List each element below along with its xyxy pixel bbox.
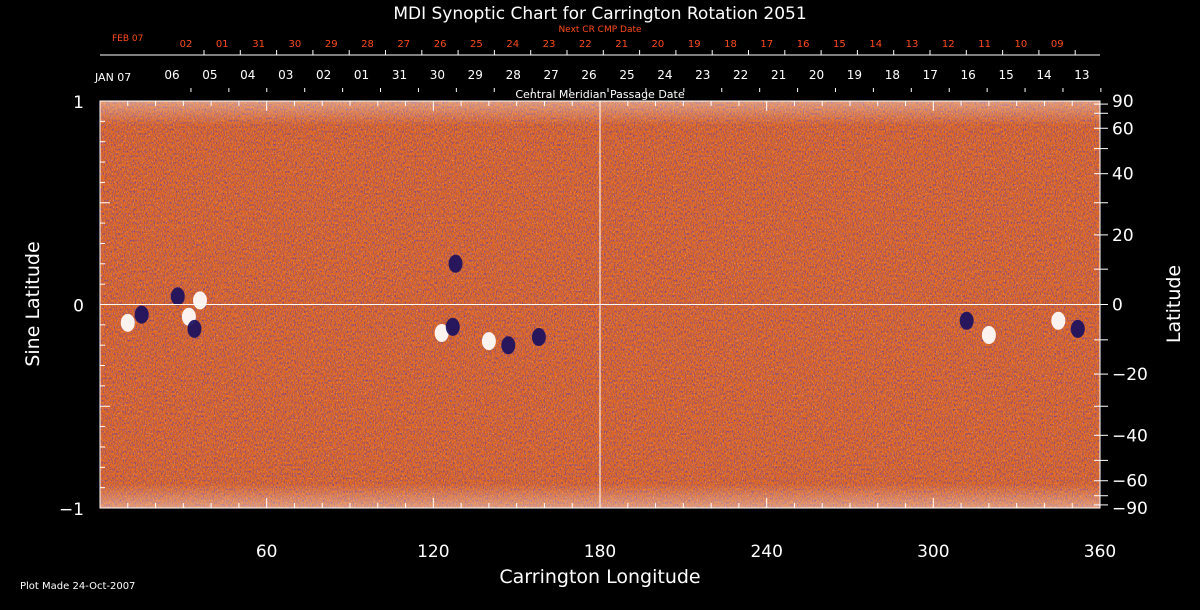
active-regions (120, 254, 1085, 355)
y-tick-label-right: −90 (1112, 499, 1148, 519)
cmp-date-label: 21 (771, 68, 786, 82)
next-cr-date-label: 14 (869, 39, 882, 50)
active-region-positive (981, 326, 996, 345)
active-region-negative (170, 287, 185, 306)
y-tick-label-right: −40 (1112, 426, 1148, 446)
cmp-date-label: 19 (847, 68, 862, 82)
y-axis-left-label: Sine Latitude (22, 241, 44, 366)
next-cr-date-label: 12 (942, 39, 955, 50)
next-cr-date-label: 13 (906, 39, 919, 50)
cmp-date-label: 15 (998, 68, 1013, 82)
next-cr-date-label: 29 (325, 39, 338, 50)
cmp-date-label: 24 (657, 68, 672, 82)
next-cr-date-label: 17 (760, 39, 773, 50)
next-cr-date-label: 02 (180, 39, 193, 50)
next-cr-date-label: 21 (615, 39, 628, 50)
plot-made-label: Plot Made 24-Oct-2007 (20, 581, 135, 592)
active-region-negative (187, 319, 202, 338)
cmp-date-label: 16 (961, 68, 976, 82)
cmp-date-label: 31 (392, 68, 407, 82)
next-cr-date-label: 28 (361, 39, 374, 50)
active-region-negative (1070, 319, 1085, 338)
cmp-date-label: 30 (430, 68, 445, 82)
active-region-positive (193, 291, 207, 310)
next-cr-date-label: 25 (470, 39, 483, 50)
next-cr-date-axis: 02 01 31 30 29 28 27 26 25 24 23 22 21 20 19 18 17 16 15 14… (180, 39, 1076, 55)
y-tick-label-left: 0 (73, 297, 84, 317)
next-cr-date-label: 22 (579, 39, 592, 50)
next-cr-date-label: 20 (652, 39, 665, 50)
x-tick-label: 360 (1084, 542, 1116, 562)
next-cr-date-label: 19 (688, 39, 701, 50)
active-region-positive (120, 313, 135, 332)
y-tick-label-right: 0 (1112, 296, 1123, 316)
cmp-date-label: 02 (316, 68, 331, 82)
next-cr-date-label: 18 (724, 39, 737, 50)
y-axis-right: 90 60 40 20 0 −20 −40 −60 −90 (1094, 92, 1148, 519)
cmp-date-label: 28 (506, 68, 521, 82)
cmp-date-label: 17 (923, 68, 938, 82)
y-tick-label-right: 20 (1112, 226, 1134, 246)
next-cr-date-label: 23 (543, 39, 556, 50)
next-cr-date-label: 10 (1015, 39, 1028, 50)
y-tick-label-right: 90 (1112, 92, 1134, 112)
next-cr-date-label: 01 (216, 39, 229, 50)
cmp-date-label: 29 (468, 68, 483, 82)
next-cr-date-label: 09 (1051, 39, 1064, 50)
cmp-date-label: 23 (695, 68, 710, 82)
active-region-negative (448, 254, 463, 273)
cmp-date-label: 03 (278, 68, 293, 82)
top-axis-label: Central Meridian Passage Date (515, 88, 684, 101)
chart-title: MDI Synoptic Chart for Carrington Rotati… (393, 4, 806, 24)
cmp-date-label: 05 (202, 68, 217, 82)
next-cr-date-label: 27 (397, 39, 410, 50)
x-tick-label: 180 (584, 542, 616, 562)
active-region-negative (531, 328, 546, 347)
next-cr-start-label: FEB 07 (112, 34, 143, 44)
cmp-date-label: 14 (1036, 68, 1051, 82)
cmp-date-axis: 06 05 04 03 02 01 31 30 29 28 27 26 25 24 23 22 21 20 19 18… (164, 68, 1102, 92)
active-region-positive (434, 323, 449, 342)
active-region-positive (481, 332, 496, 351)
cmp-date-label: 13 (1074, 68, 1089, 82)
x-tick-label: 300 (917, 542, 949, 562)
cmp-date-label: 04 (240, 68, 255, 82)
active-region-negative (501, 336, 516, 355)
y-tick-label-left: −1 (59, 500, 84, 520)
active-region-negative (134, 305, 149, 324)
cmp-date-label: 26 (581, 68, 596, 82)
next-cr-date-label: 11 (978, 39, 991, 50)
y-tick-label-right: 60 (1112, 119, 1134, 139)
cmp-date-label: 25 (619, 68, 634, 82)
cmp-date-label: 20 (809, 68, 824, 82)
active-region-negative (445, 317, 460, 336)
top-start-label: JAN 07 (94, 71, 131, 84)
next-cr-date-label: 24 (506, 39, 519, 50)
cmp-date-label: 22 (733, 68, 748, 82)
cmp-date-label: 01 (354, 68, 369, 82)
y-tick-label-right: −60 (1112, 472, 1148, 492)
y-axis-left: 1 0 −1 (59, 93, 110, 520)
next-cr-label: Next CR CMP Date (558, 25, 642, 35)
next-cr-date-label: 15 (833, 39, 846, 50)
cmp-date-label: 06 (164, 68, 179, 82)
next-cr-date-label: 26 (434, 39, 447, 50)
next-cr-date-label: 30 (289, 39, 302, 50)
x-tick-label: 60 (256, 542, 278, 562)
y-axis-right-label: Latitude (1163, 265, 1185, 343)
next-cr-date-label: 31 (252, 39, 265, 50)
cmp-date-label: 18 (885, 68, 900, 82)
next-cr-date-label: 16 (797, 39, 810, 50)
active-region-positive (1051, 311, 1066, 330)
cmp-date-label: 27 (543, 68, 558, 82)
active-region-negative (959, 311, 974, 330)
x-axis: 60 120 180 240 300 360 (127, 101, 1116, 562)
y-tick-label-left: 1 (73, 93, 84, 113)
x-tick-label: 120 (417, 542, 449, 562)
x-axis-label: Carrington Longitude (499, 566, 700, 588)
x-tick-label: 240 (750, 542, 782, 562)
y-tick-label-right: 40 (1112, 165, 1134, 185)
y-tick-label-right: −20 (1112, 365, 1148, 385)
